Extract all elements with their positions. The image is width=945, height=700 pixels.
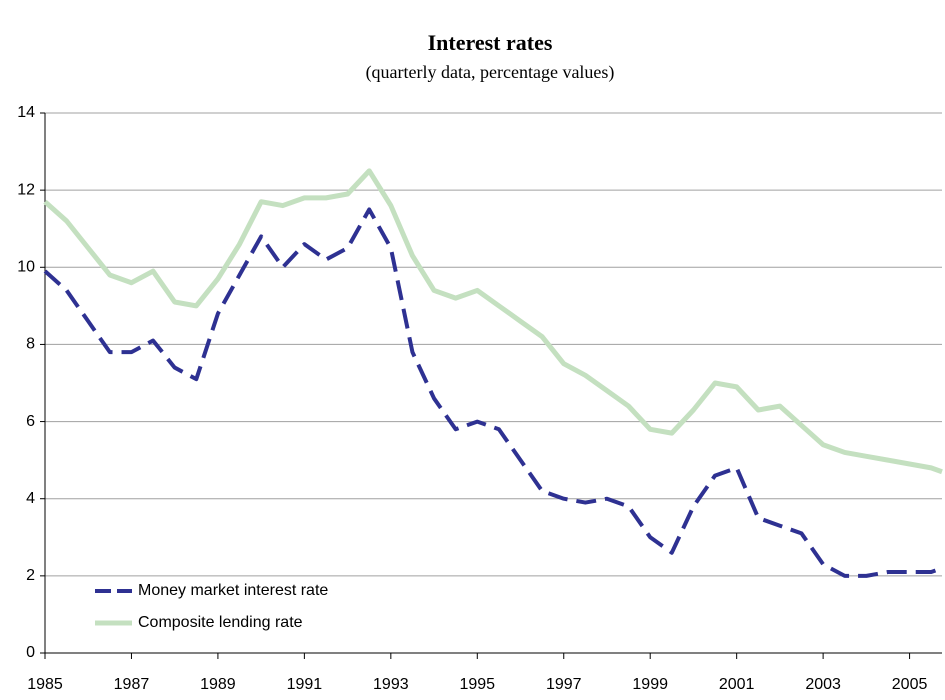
x-tick-label: 1985 xyxy=(27,676,63,693)
x-tick-label: 1995 xyxy=(459,676,495,693)
x-tick-label: 1999 xyxy=(632,676,668,693)
legend-label: Money market interest rate xyxy=(138,582,328,599)
y-tick-label: 8 xyxy=(26,336,35,353)
chart-subtitle: (quarterly data, percentage values) xyxy=(366,62,615,83)
y-tick-label: 6 xyxy=(26,413,35,430)
y-tick-label: 4 xyxy=(26,490,35,507)
x-tick-label: 1997 xyxy=(546,676,582,693)
x-tick-label: 1993 xyxy=(373,676,409,693)
y-tick-label: 0 xyxy=(26,644,35,661)
y-tick-label: 2 xyxy=(26,567,35,584)
series-line xyxy=(43,168,943,475)
x-tick-label: 1987 xyxy=(114,676,150,693)
series-line xyxy=(43,207,943,578)
x-tick-label: 2001 xyxy=(719,676,755,693)
x-tick-label: 1991 xyxy=(287,676,323,693)
y-tick-label: 14 xyxy=(17,104,35,121)
x-tick-label: 2005 xyxy=(892,676,928,693)
y-tick-label: 10 xyxy=(17,259,35,276)
x-tick-label: 1989 xyxy=(200,676,236,693)
y-tick-label: 12 xyxy=(17,181,35,198)
chart-title: Interest rates xyxy=(428,30,553,55)
x-tick-label: 2003 xyxy=(805,676,841,693)
legend-label: Composite lending rate xyxy=(138,614,303,631)
